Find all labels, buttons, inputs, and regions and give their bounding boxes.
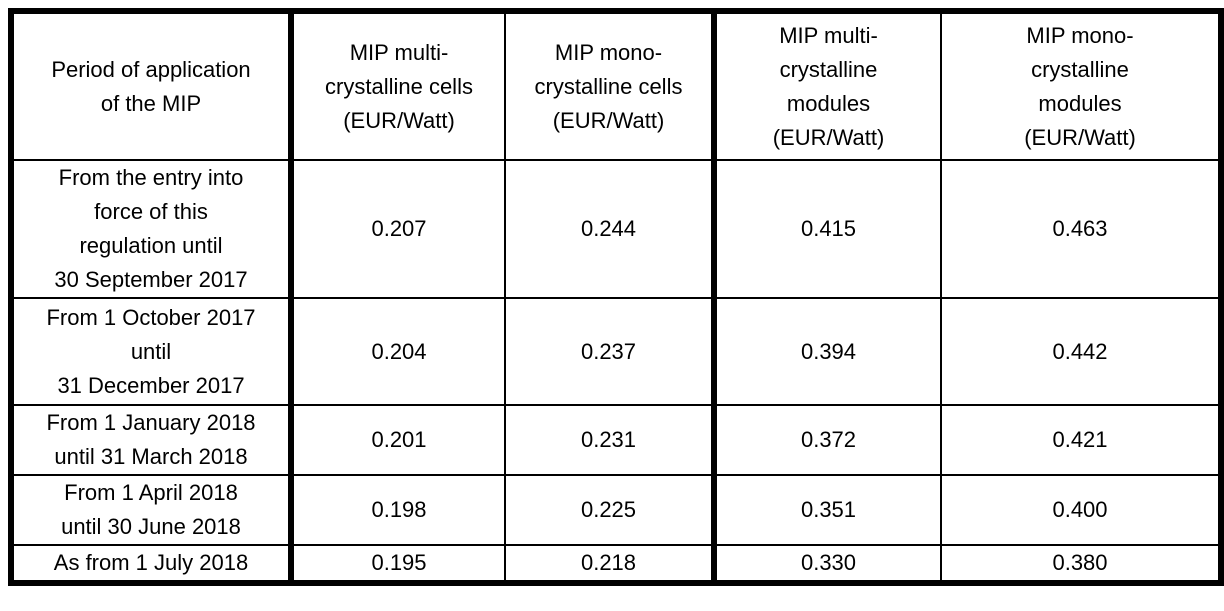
value-cell: 0.201 (290, 404, 506, 476)
value-cell: 0.421 (940, 404, 1222, 476)
value-cell: 0.204 (290, 297, 506, 406)
period-cell: From 1 October 2017 until 31 December 20… (10, 297, 294, 406)
value-cell: 0.330 (713, 544, 942, 584)
table-row: From 1 October 2017 until 31 December 20… (10, 297, 1222, 406)
header-cell-mono-modules: MIP mono- crystalline modules (EUR/Watt) (940, 10, 1222, 161)
period-cell: From 1 January 2018 until 31 March 2018 (10, 404, 294, 476)
header-row: Period of application of the MIP MIP mul… (10, 10, 1222, 161)
value-cell: 0.415 (713, 159, 942, 299)
value-cell: 0.351 (713, 474, 942, 546)
value-cell: 0.231 (504, 404, 717, 476)
value-cell: 0.372 (713, 404, 942, 476)
value-cell: 0.198 (290, 474, 506, 546)
value-cell: 0.225 (504, 474, 717, 546)
header-cell-multi-cells: MIP multi- crystalline cells (EUR/Watt) (290, 10, 506, 161)
table-row: As from 1 July 2018 0.195 0.218 0.330 0.… (10, 544, 1222, 584)
value-cell: 0.400 (940, 474, 1222, 546)
header-cell-mono-cells: MIP mono- crystalline cells (EUR/Watt) (504, 10, 717, 161)
value-cell: 0.442 (940, 297, 1222, 406)
value-cell: 0.207 (290, 159, 506, 299)
table-row: From the entry into force of this regula… (10, 159, 1222, 299)
mip-price-table: Period of application of the MIP MIP mul… (8, 8, 1224, 586)
header-cell-multi-modules: MIP multi- crystalline modules (EUR/Watt… (713, 10, 942, 161)
value-cell: 0.394 (713, 297, 942, 406)
value-cell: 0.218 (504, 544, 717, 584)
table-row: From 1 April 2018 until 30 June 2018 0.1… (10, 474, 1222, 546)
period-cell: From the entry into force of this regula… (10, 159, 294, 299)
value-cell: 0.237 (504, 297, 717, 406)
value-cell: 0.244 (504, 159, 717, 299)
header-cell-period: Period of application of the MIP (10, 10, 294, 161)
value-cell: 0.195 (290, 544, 506, 584)
period-cell: As from 1 July 2018 (10, 544, 294, 584)
value-cell: 0.380 (940, 544, 1222, 584)
table-row: From 1 January 2018 until 31 March 2018 … (10, 404, 1222, 476)
value-cell: 0.463 (940, 159, 1222, 299)
period-cell: From 1 April 2018 until 30 June 2018 (10, 474, 294, 546)
